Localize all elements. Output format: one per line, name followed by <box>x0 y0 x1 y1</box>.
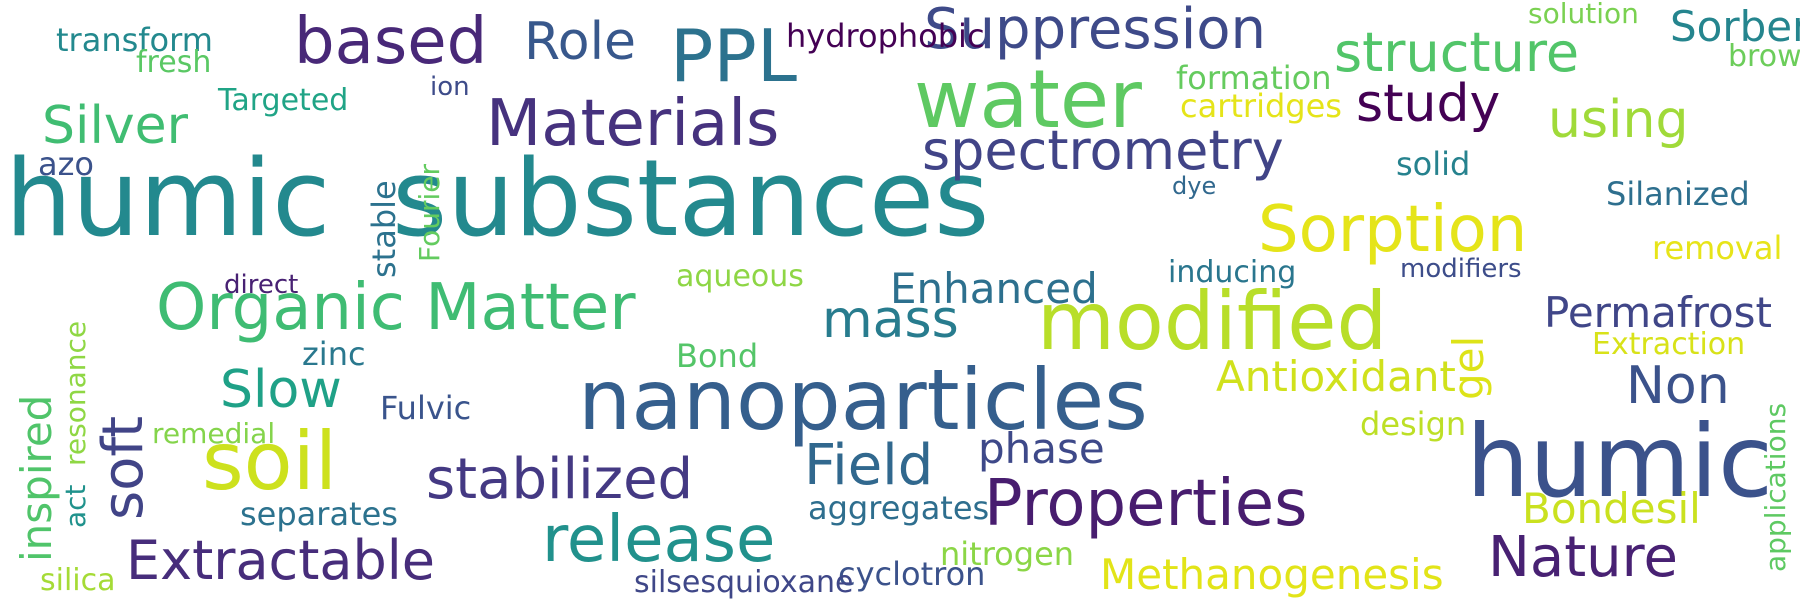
word-spectrometry: spectrometry <box>922 119 1284 182</box>
word-humic-right: humic <box>1466 403 1773 520</box>
word-inspired: remedial <box>152 417 276 450</box>
word-soft: direct <box>224 270 299 300</box>
word-modified: modified <box>1037 275 1388 368</box>
word-hydrophobic: zinc <box>302 335 366 373</box>
word-design: hydrophobic <box>786 17 985 55</box>
word-nature: Nature <box>1488 525 1678 590</box>
word-sorbents: Bondesil <box>1522 484 1701 533</box>
word-slow: Slow <box>220 360 342 420</box>
word-aqueous: fresh <box>136 45 212 80</box>
word-cyclotron: azo <box>38 145 94 183</box>
word-methanogenesis: phase <box>978 424 1105 473</box>
word-sorption: Sorption <box>1258 193 1528 267</box>
word-ppl: PPL <box>670 14 797 98</box>
word-substances: substances <box>392 137 990 260</box>
word-removal: Fourier <box>413 163 446 262</box>
word-formation: solid <box>1396 145 1471 183</box>
word-extraction: resonance <box>59 320 92 466</box>
word-organic-matter: Organic Matter <box>156 271 636 345</box>
word-silver: Silver <box>42 96 189 156</box>
word-zinc: gel <box>1444 335 1493 400</box>
word-fulvic: Enhanced <box>890 264 1098 313</box>
word-non: Non <box>1626 356 1730 416</box>
word-act: silica <box>40 563 116 598</box>
word-using: using <box>1548 90 1689 150</box>
word-soil: soil <box>202 415 338 508</box>
word-remedial: ion <box>430 72 470 102</box>
word-gel: act <box>59 484 92 528</box>
word-inducing: separates <box>240 495 398 533</box>
word-solution: Silanized <box>1606 175 1750 213</box>
word-resonance: silsesquioxane <box>634 565 854 600</box>
word-modifiers: transform <box>56 21 213 59</box>
word-enhanced: Permafrost <box>1544 288 1773 337</box>
word-mass: mass <box>822 290 959 350</box>
word-aggregates: Bond <box>676 337 759 375</box>
word-bond: Sorbents <box>1670 2 1800 51</box>
word-fourier: nitrogen <box>940 535 1075 573</box>
word-permafrost: inspired <box>12 394 61 562</box>
word-ion: formation <box>1176 59 1332 97</box>
word-antioxidant: Methanogenesis <box>1100 550 1444 599</box>
word-direct: Targeted <box>218 83 349 118</box>
word-silica: aqueous <box>676 259 804 294</box>
word-brown: removal <box>1652 229 1783 267</box>
word-solid: aggregates <box>808 489 990 527</box>
word-azo: solution <box>1528 0 1639 30</box>
word-stable: cyclotron <box>838 555 986 593</box>
word-study: study <box>1356 74 1501 134</box>
word-dye: brown <box>1728 39 1800 74</box>
word-fresh: design <box>1360 405 1467 443</box>
word-extractable: Extractable <box>126 529 435 592</box>
word-properties: Properties <box>984 467 1308 541</box>
word-bondesil: Antioxidant <box>1216 352 1456 401</box>
word-humic-large: humic <box>5 137 331 260</box>
word-role: Role <box>524 12 637 72</box>
word-nanoparticles: nanoparticles <box>578 351 1148 449</box>
word-stabilized: stabilized <box>426 447 694 512</box>
word-cartridges: inducing <box>1168 255 1297 290</box>
word-silsesquioxane: modifiers <box>1400 254 1522 284</box>
word-silanized: stable <box>365 180 403 278</box>
word-based: based <box>294 5 488 79</box>
word-water: water <box>914 53 1142 146</box>
word-suppression: Suppression <box>924 0 1267 62</box>
word-release: release <box>542 503 776 577</box>
word-nitrogen: dye <box>1172 172 1217 200</box>
word-transform: Extraction <box>1592 327 1746 362</box>
word-field: Field <box>804 433 934 498</box>
word-separates: Fulvic <box>380 389 472 427</box>
word-targeted: cartridges <box>1180 87 1342 125</box>
word-structure: structure <box>1334 21 1580 84</box>
word-phase: soft <box>91 415 156 520</box>
word-applications: applications <box>1759 402 1792 572</box>
word-materials: Materials <box>486 87 780 161</box>
